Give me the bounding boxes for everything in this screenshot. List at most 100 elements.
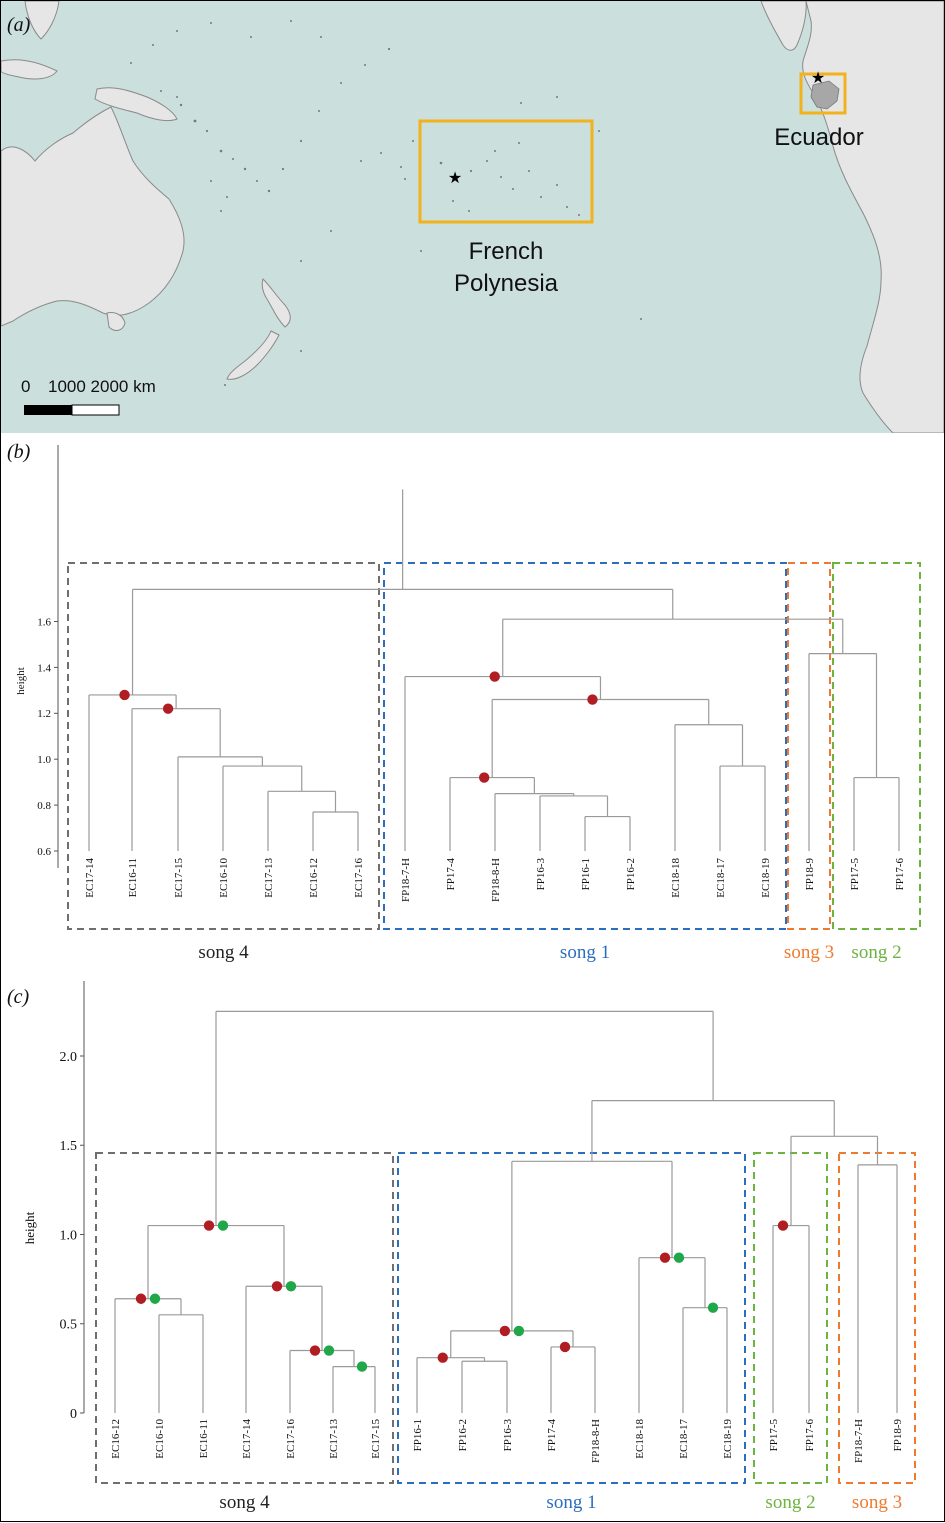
y-tick-label: 0.6: [37, 846, 51, 858]
leaf-label: EC18-19: [722, 1419, 734, 1459]
song-group-label: song 2: [851, 942, 901, 963]
ecuador-box: [799, 72, 847, 115]
song-group-label: song 1: [560, 942, 610, 963]
leaf-label: EC17-16: [353, 858, 365, 898]
y-tick-label: 0: [70, 1407, 77, 1422]
support-dot-red: [271, 1281, 283, 1292]
star-icon: ★: [811, 70, 825, 87]
leaf-label: FP16-1: [412, 1419, 424, 1451]
australia-landmass: [1, 106, 185, 327]
support-dot-green: [707, 1302, 719, 1313]
polynesia-label: Polynesia: [454, 270, 559, 297]
y-tick-label: 1.0: [37, 754, 51, 766]
leaf-label: EC17-14: [84, 858, 96, 898]
dendrogram-b: (b) height 0.6 0.8 1.0 1.2 1.4 1.6 EC17-14 EC1…: [7, 441, 921, 963]
support-dot-red: [499, 1325, 511, 1337]
pacific-map: ★ ★ Ecuador French Polynesia (a) 0 1000 …: [1, 1, 944, 433]
support-dot-green: [285, 1281, 297, 1292]
new-zealand-south: [226, 330, 280, 380]
y-tick-label: 2.0: [60, 1050, 78, 1065]
y-tick-label: 1.4: [37, 662, 51, 674]
scale-bar-white: [71, 404, 120, 416]
song-group-label: song 2: [765, 1492, 815, 1513]
support-dot-red: [437, 1352, 448, 1363]
leaf-label: FP17-4: [445, 858, 457, 891]
leaf-label: EC18-17: [678, 1419, 690, 1459]
song-group-label: song 4: [219, 1492, 270, 1513]
ecuador-label: Ecuador: [774, 124, 863, 151]
y-tick-label: 1.0: [60, 1228, 78, 1243]
south-america-landmass: [802, 1, 944, 433]
y-axis-title-b: height: [15, 667, 27, 695]
support-dot-green: [149, 1293, 161, 1304]
leaf-label: FP17-5: [768, 1419, 780, 1452]
song-group-box: [832, 562, 921, 930]
leaf-label: EC18-19: [760, 858, 772, 898]
support-dot-red: [309, 1345, 321, 1356]
leaf-label: FP16-2: [625, 858, 637, 890]
song-group-box: [95, 1152, 394, 1484]
song-group-box: [397, 1152, 746, 1484]
leaf-label: FP18-7-H: [400, 858, 412, 902]
panel-label-b: (b): [7, 441, 31, 463]
leaf-label: FP17-4: [546, 1419, 558, 1452]
leaf-label: FP16-1: [580, 858, 592, 890]
leaf-label: EC16-12: [308, 858, 320, 898]
scale-zero: 0: [21, 377, 30, 396]
support-dot-red: [478, 772, 490, 783]
support-dot-red: [162, 703, 174, 714]
y-tick-label: 0.8: [37, 800, 51, 812]
central-america-landmass: [760, 1, 807, 51]
leaf-label: EC16-11: [127, 858, 139, 897]
leaf-label: EC16-10: [218, 858, 230, 898]
new-guinea: [94, 87, 178, 122]
support-dot-red: [203, 1220, 215, 1231]
support-dot-green: [513, 1325, 525, 1337]
y-tick-label: 0.5: [60, 1318, 78, 1333]
leaf-label: FP18-9: [892, 1419, 904, 1452]
dendrogram-c: (c) height 0 0.5 1.0 1.5 2.0 EC16-12 EC16-10 E…: [7, 981, 916, 1513]
panel-label-c: (c): [7, 986, 30, 1008]
song-group-box: [67, 562, 380, 930]
leaf-label: FP16-2: [457, 1419, 469, 1451]
leaf-label: EC16-11: [198, 1419, 210, 1458]
support-dot-green: [323, 1345, 335, 1356]
support-dot-red: [489, 671, 500, 682]
leaf-label: FP16-3: [502, 1419, 514, 1452]
support-dot-red: [777, 1220, 789, 1231]
song-group-label: song 1: [546, 1492, 596, 1513]
song-group-label: song 3: [852, 1492, 902, 1513]
y-axis-title-c: height: [22, 1211, 37, 1244]
y-tick-label: 1.6: [37, 616, 51, 628]
leaf-label: FP18-8-H: [490, 858, 502, 902]
leaf-label: FP18-9: [804, 858, 816, 891]
pacific-islands: [130, 20, 642, 386]
y-tick-label: 1.2: [37, 708, 51, 720]
support-dot-red: [135, 1293, 147, 1304]
indonesia-islands: [1, 59, 58, 80]
panel-label-a: (a): [7, 14, 31, 36]
new-zealand-north: [261, 278, 291, 328]
leaf-label: EC17-15: [370, 1419, 382, 1459]
song-group-label: song 4: [198, 942, 249, 963]
leaf-label: EC17-13: [328, 1419, 340, 1459]
scale-bar-black: [24, 405, 72, 415]
leaf-label: EC17-15: [173, 858, 185, 898]
support-dot-red: [587, 694, 598, 705]
leaf-label: FP17-5: [849, 858, 861, 891]
leaf-label: EC18-18: [670, 858, 682, 898]
leaf-label: EC17-14: [241, 1419, 253, 1459]
support-dot-green: [673, 1252, 685, 1263]
support-dot-green: [217, 1220, 229, 1231]
leaf-label: EC18-17: [715, 858, 727, 898]
leaf-label: EC16-12: [110, 1419, 122, 1459]
leaf-label: EC17-13: [263, 858, 275, 898]
french-polynesia-box: [418, 119, 594, 224]
leaf-label: EC16-10: [154, 1419, 166, 1459]
y-tick-label: 1.5: [60, 1139, 78, 1154]
leaf-label: FP18-7-H: [853, 1419, 865, 1463]
song-group-label: song 3: [784, 942, 834, 963]
ecuador-region: [810, 80, 840, 110]
support-dot-red: [659, 1252, 671, 1263]
